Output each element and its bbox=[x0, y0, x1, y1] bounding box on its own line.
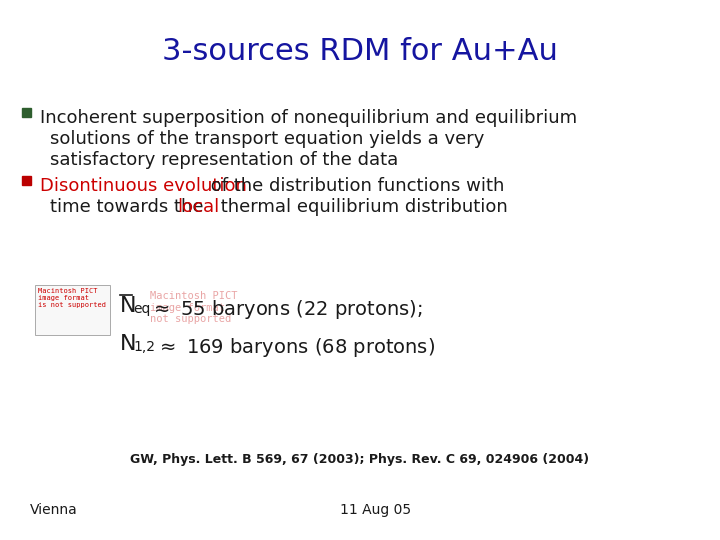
Text: of the distribution functions with: of the distribution functions with bbox=[205, 177, 505, 195]
Text: solutions of the transport equation yields a very: solutions of the transport equation yiel… bbox=[50, 130, 485, 148]
Text: $\approx$ 55 baryons (22 protons);: $\approx$ 55 baryons (22 protons); bbox=[150, 298, 423, 321]
Text: Macintosh PICT
image format
not supported: Macintosh PICT image format not supporte… bbox=[150, 291, 238, 324]
Text: time towards the: time towards the bbox=[50, 198, 210, 216]
Bar bbox=[22, 176, 31, 185]
Bar bbox=[35, 285, 110, 335]
Text: Incoherent superposition of nonequilibrium and equilibrium: Incoherent superposition of nonequilibri… bbox=[40, 109, 577, 127]
Text: eq: eq bbox=[133, 302, 150, 316]
Text: thermal equilibrium distribution: thermal equilibrium distribution bbox=[215, 198, 508, 216]
Text: $\approx$ 169 baryons (68 protons): $\approx$ 169 baryons (68 protons) bbox=[156, 336, 435, 359]
Bar bbox=[22, 108, 31, 117]
Text: satisfactory representation of the data: satisfactory representation of the data bbox=[50, 151, 398, 169]
Text: Disontinuous evolution: Disontinuous evolution bbox=[40, 177, 247, 195]
Text: N: N bbox=[120, 296, 137, 316]
Text: 3-sources RDM for Au+Au: 3-sources RDM for Au+Au bbox=[162, 37, 558, 66]
Text: Vienna: Vienna bbox=[30, 503, 78, 517]
Text: Macintosh PICT
image format
is not supported: Macintosh PICT image format is not suppo… bbox=[38, 288, 106, 308]
Text: N: N bbox=[120, 334, 137, 354]
Text: 11 Aug 05: 11 Aug 05 bbox=[340, 503, 411, 517]
Text: local: local bbox=[178, 198, 220, 216]
Text: 1,2: 1,2 bbox=[133, 340, 155, 354]
Text: GW, Phys. Lett. B 569, 67 (2003); Phys. Rev. C 69, 024906 (2004): GW, Phys. Lett. B 569, 67 (2003); Phys. … bbox=[130, 454, 590, 467]
